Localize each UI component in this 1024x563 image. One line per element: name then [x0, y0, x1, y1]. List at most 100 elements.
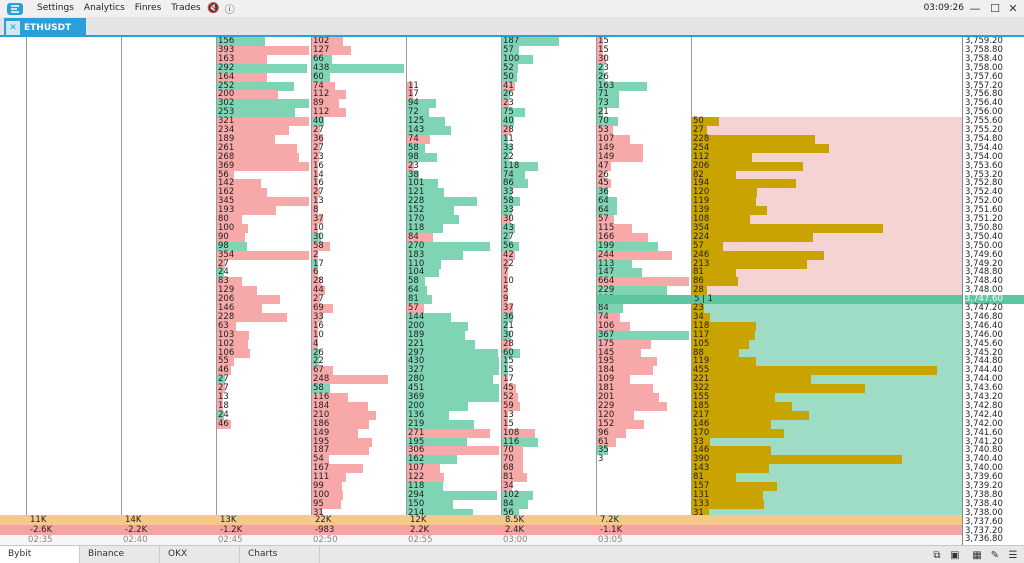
volume-cell[interactable]: 327 [407, 366, 499, 376]
volume-cell[interactable]: 3 [597, 455, 603, 464]
volume-cell[interactable]: 11 [407, 81, 419, 91]
price-axis[interactable]: 3,759.20 3,758.80 3,758.40 3,758.00 3,757.60… [962, 37, 1024, 545]
volume-cell[interactable]: 5 [502, 286, 508, 296]
volume-cell[interactable]: 27 [312, 143, 324, 153]
volume-cell[interactable]: 6 [312, 268, 318, 278]
volume-cell[interactable]: 57 [692, 241, 723, 251]
volume-cell[interactable]: 195 [597, 357, 657, 367]
volume-cell[interactable]: 55 [217, 357, 234, 367]
volume-cell[interactable]: 322 [692, 384, 866, 394]
volume-cell[interactable]: 30 [502, 215, 514, 224]
volume-cell[interactable]: 7 [502, 268, 508, 278]
volume-cell[interactable]: 438 [312, 63, 404, 73]
volume-cell[interactable]: 30 [312, 232, 324, 242]
volume-cell[interactable]: 145 [597, 348, 642, 358]
volume-cell[interactable]: 35 [597, 446, 609, 456]
volume-cell[interactable]: 115 [597, 223, 633, 233]
volume-cell[interactable]: 34 [502, 482, 514, 491]
volume-cell[interactable]: 268 [217, 152, 300, 162]
volume-cell[interactable]: 206 [692, 161, 803, 171]
volume-cell[interactable]: 166 [597, 232, 648, 242]
volume-cell[interactable]: 8 [312, 206, 318, 216]
maximize-icon[interactable]: ☐ [990, 2, 1000, 15]
volume-cell[interactable]: 41 [502, 81, 515, 91]
volume-cell[interactable]: 40 [312, 117, 325, 127]
volume-cell[interactable]: 136 [407, 410, 449, 420]
volume-cell[interactable]: 195 [312, 437, 372, 447]
volume-cell[interactable]: 17 [312, 259, 324, 269]
volume-cell[interactable]: 119 [692, 357, 757, 367]
volume-cell[interactable]: 214 [407, 508, 473, 518]
tab-bybit[interactable]: Bybit [0, 546, 80, 563]
volume-cell[interactable]: 112 [312, 90, 347, 100]
volume-cell[interactable]: 206 [217, 295, 281, 305]
volume-cell[interactable]: 112 [312, 108, 347, 118]
volume-cell[interactable]: 28 [692, 286, 708, 296]
volume-cell[interactable]: 45 [597, 179, 611, 189]
volume-cell[interactable]: 58 [407, 277, 425, 287]
volume-cell[interactable]: 74 [597, 312, 620, 322]
volume-cell[interactable]: 90 [217, 232, 245, 242]
volume-cell[interactable]: 26 [312, 348, 324, 358]
volume-cell[interactable]: 9 [502, 295, 508, 305]
volume-cell[interactable]: 367 [597, 330, 689, 340]
volume-cell[interactable]: 81 [407, 295, 432, 305]
volume-cell[interactable]: 58 [502, 197, 520, 207]
volume-cell[interactable]: 253 [217, 108, 295, 118]
volume-cell[interactable]: 131 [692, 490, 763, 500]
volume-cell[interactable]: 187 [502, 37, 560, 46]
volume-cell[interactable]: 28 [502, 126, 514, 135]
volume-cell[interactable]: 64 [597, 206, 617, 216]
volume-cell[interactable]: 70 [502, 446, 524, 456]
volume-cell[interactable]: 193 [217, 206, 277, 216]
volume-cell[interactable]: 133 [692, 499, 764, 509]
volume-cell[interactable]: 36 [502, 312, 514, 322]
tab-charts[interactable]: Charts [240, 546, 320, 563]
volume-cell[interactable]: 70 [502, 455, 524, 465]
volume-cell[interactable]: 294 [407, 490, 498, 500]
volume-cell[interactable]: 31 [312, 508, 324, 518]
volume-cell[interactable]: 30 [597, 54, 609, 64]
volume-cell[interactable]: 143 [692, 464, 769, 474]
volume-cell[interactable]: 34 [692, 312, 711, 322]
volume-cell[interactable]: 271 [407, 428, 491, 438]
volume-cell[interactable]: 26 [597, 72, 609, 82]
volume-cell[interactable]: 74 [502, 170, 525, 180]
volume-cell[interactable]: 60 [312, 72, 331, 82]
volume-cell[interactable]: 57 [502, 45, 520, 55]
volume-cell[interactable]: 106 [597, 321, 630, 331]
volume-cell[interactable]: 73 [597, 99, 620, 109]
volume-cell[interactable]: 4 [312, 339, 318, 349]
volume-cell[interactable]: 157 [692, 482, 777, 491]
volume-cell[interactable]: 47 [597, 161, 612, 171]
volume-cell[interactable]: 82 [692, 170, 737, 180]
volume-cell[interactable]: 200 [407, 321, 469, 331]
volume-cell[interactable]: 67 [312, 366, 333, 376]
volume-cell[interactable]: 36 [312, 134, 324, 144]
volume-cell[interactable]: 119 [692, 197, 757, 207]
volume-cell[interactable]: 189 [407, 330, 465, 340]
help-icon[interactable]: ⓘ [224, 5, 235, 16]
volume-cell[interactable]: 56 [217, 170, 235, 180]
volume-cell[interactable]: 16 [312, 179, 324, 189]
volume-cell[interactable]: 199 [597, 241, 659, 251]
volume-cell[interactable]: 390 [692, 455, 902, 465]
volume-cell[interactable]: 430 [407, 357, 499, 367]
volume-cell[interactable]: 98 [407, 152, 438, 162]
volume-cell[interactable]: 11 [502, 134, 514, 144]
edit-icon[interactable]: ✎ [990, 549, 1000, 561]
volume-cell[interactable]: 121 [407, 188, 445, 198]
volume-cell[interactable]: 183 [407, 250, 464, 260]
volume-cell[interactable]: 105 [692, 339, 749, 349]
volume-cell[interactable]: 46 [217, 366, 232, 376]
volume-cell[interactable]: 31 [692, 508, 709, 518]
volume-cell[interactable]: 102 [312, 37, 344, 46]
volume-cell[interactable]: 252 [217, 81, 295, 91]
volume-cell[interactable]: 118 [502, 161, 539, 171]
volume-cell[interactable]: 164 [217, 72, 268, 82]
volume-cell[interactable]: 23 [502, 99, 514, 109]
volume-cell[interactable]: 68 [502, 464, 523, 474]
close-window-icon[interactable]: ✕ [1008, 2, 1018, 15]
volume-cell[interactable]: 17 [502, 375, 514, 385]
volume-cell[interactable]: 37 [312, 215, 324, 224]
